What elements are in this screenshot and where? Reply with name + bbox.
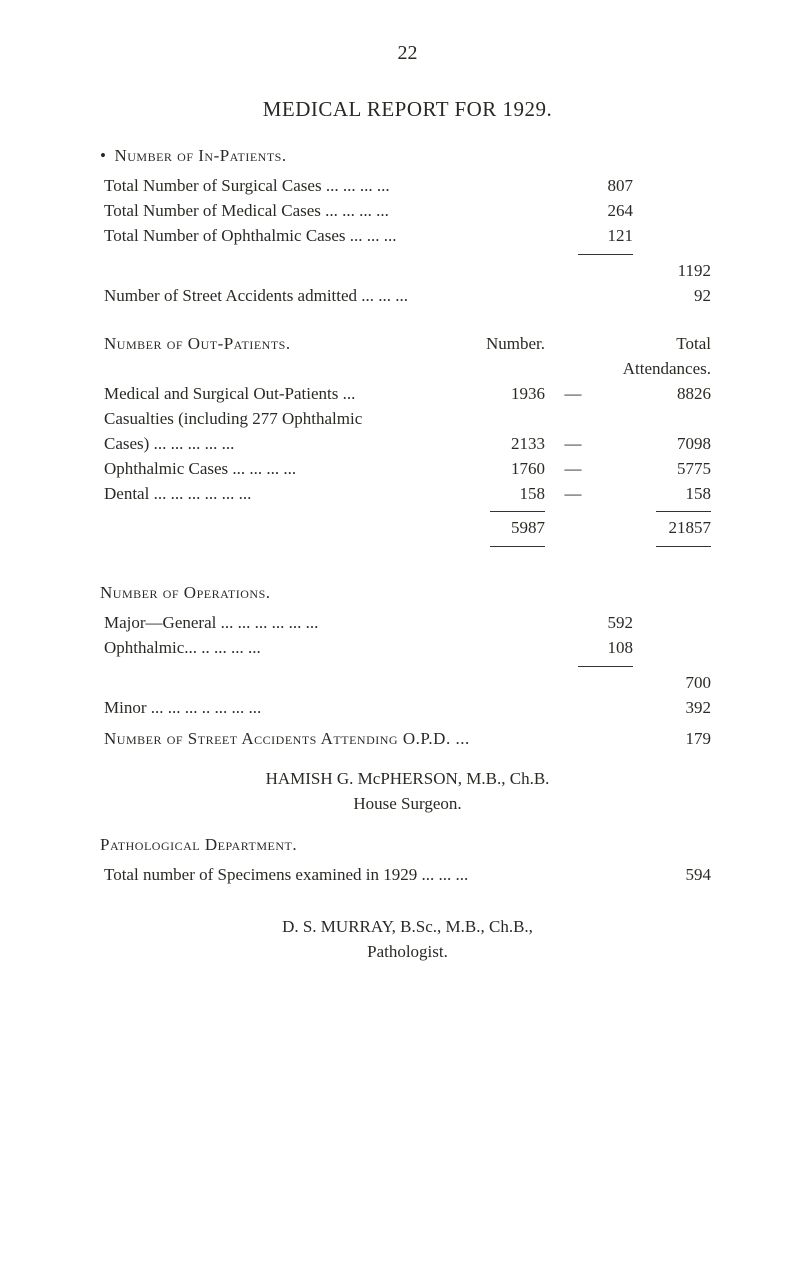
table-row: Cases) ... ... ... ... ... 2133 — 7098 [100, 432, 715, 457]
section-operations-heading: Number of Operations. [100, 582, 715, 605]
rule-row [100, 249, 715, 259]
total-row: 700 [100, 671, 715, 696]
table-row: Total Number of Surgical Cases ... ... .… [100, 174, 715, 199]
rule-row [100, 506, 715, 516]
table-row: Number of Street Accidents Attending O.P… [100, 727, 715, 752]
table-row: Major—General ... ... ... ... ... ... 59… [100, 611, 715, 636]
total-row: 1192 [100, 259, 715, 284]
rule-icon [578, 254, 633, 256]
total-row: 5987 21857 [100, 516, 715, 541]
pathological-table: Total number of Specimens examined in 19… [100, 863, 715, 888]
section-out-patients-heading: Number of Out-Patients. [100, 332, 471, 357]
rule-row [100, 661, 715, 671]
rule-icon [490, 546, 545, 548]
section-in-patients-heading: • Number of In-Patients. [100, 145, 715, 168]
rule-icon [656, 546, 711, 548]
table-row: Casualties (including 277 Ophthalmic [100, 407, 715, 432]
bullet-icon: • [100, 146, 114, 165]
table-row: Medical and Surgical Out-Patients ... 19… [100, 382, 715, 407]
report-title: MEDICAL REPORT FOR 1929. [100, 95, 715, 123]
table-row: Total Number of Ophthalmic Cases ... ...… [100, 224, 715, 249]
signature-2-name: D. S. MURRAY, B.Sc., M.B., Ch.B., [100, 916, 715, 939]
street-accidents-table: Number of Street Accidents Attending O.P… [100, 727, 715, 752]
table-row: Ophthalmic... .. ... ... ... 108 [100, 636, 715, 661]
table-row: Minor ... ... ... .. ... ... ... 392 [100, 696, 715, 721]
rule-row [100, 541, 715, 551]
signature-1-name: HAMISH G. McPHERSON, M.B., Ch.B. [100, 768, 715, 791]
table-row: Number of Street Accidents admitted ... … [100, 284, 715, 309]
page-number: 22 [100, 40, 715, 67]
rule-icon [656, 511, 711, 513]
section-pathological-heading: Pathological Department. [100, 834, 715, 857]
table-row: Dental ... ... ... ... ... ... 158 — 158 [100, 482, 715, 507]
out-patients-table: Number of Out-Patients. Number. Total At… [100, 332, 715, 552]
table-row: Total Number of Medical Cases ... ... ..… [100, 199, 715, 224]
table-row: Ophthalmic Cases ... ... ... ... 1760 — … [100, 457, 715, 482]
signature-2-role: Pathologist. [100, 941, 715, 964]
table-row: Total number of Specimens examined in 19… [100, 863, 715, 888]
page: 22 MEDICAL REPORT FOR 1929. • Number of … [0, 0, 800, 1024]
rule-icon [578, 666, 633, 668]
rule-icon [490, 511, 545, 513]
header-row: Number of Out-Patients. Number. Total [100, 332, 715, 357]
signature-1-role: House Surgeon. [100, 793, 715, 816]
header-row-2: Attendances. [100, 357, 715, 382]
section-street-opd-heading: Number of Street Accidents Attending O.P… [100, 727, 637, 752]
operations-table: Major—General ... ... ... ... ... ... 59… [100, 611, 715, 721]
in-patients-table: Total Number of Surgical Cases ... ... .… [100, 174, 715, 309]
